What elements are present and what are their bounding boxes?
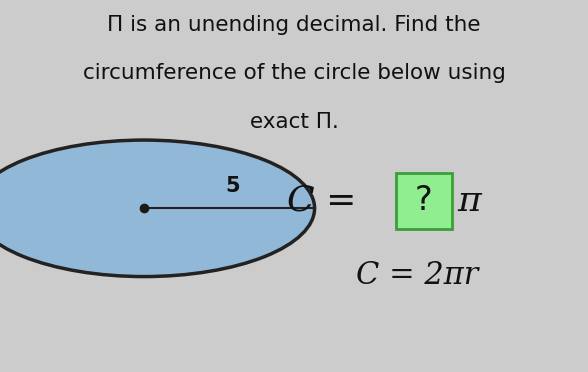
Text: circumference of the circle below using: circumference of the circle below using: [82, 63, 506, 83]
Text: ?: ?: [415, 185, 433, 217]
Ellipse shape: [0, 140, 315, 276]
Text: Π is an unending decimal. Find the: Π is an unending decimal. Find the: [107, 15, 481, 35]
Text: 5: 5: [225, 176, 240, 196]
Text: π: π: [457, 184, 481, 218]
FancyBboxPatch shape: [396, 173, 452, 229]
Text: exact Π.: exact Π.: [249, 112, 339, 132]
Text: C = 2πr: C = 2πr: [356, 260, 479, 291]
Text: C =: C =: [286, 184, 368, 218]
